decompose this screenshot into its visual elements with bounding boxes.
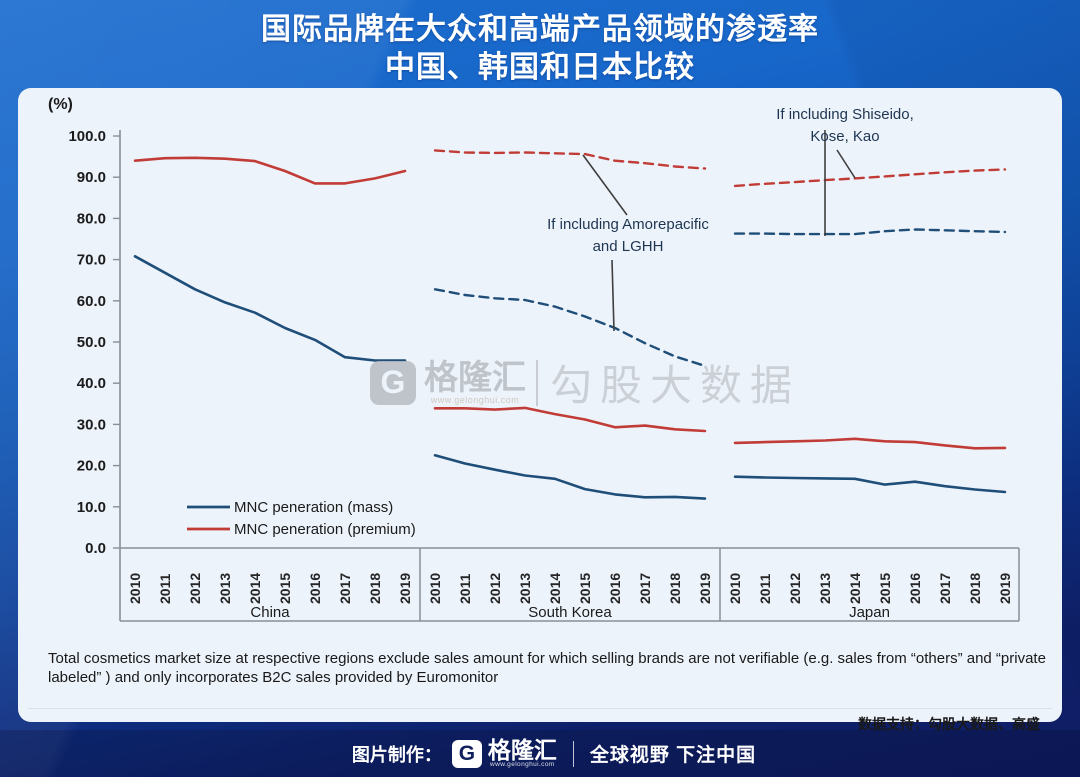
chart-footnote: Total cosmetics market size at respectiv… [48,650,1046,686]
footer-brand-name: 格隆汇 [487,736,557,763]
footer-made-by-label: 图片制作： [351,744,442,765]
year-label: 2018 [667,573,683,604]
year-label: 2013 [217,573,233,604]
year-label: 2014 [547,573,563,604]
japan-premium-line [733,437,1007,450]
region-label: South Korea [528,604,612,621]
penetration-line-chart: 0.0 10.0 20.0 30.0 40.0 50.0 60.0 70.0 80.0 90.0 1… [68,128,1020,622]
year-label: 2010 [727,573,743,604]
page-title-line2: 中国、韩国和日本比较 [385,51,695,84]
year-label: 2016 [307,573,323,604]
y-axis-unit-label: (%) [48,96,73,113]
year-label: 2013 [817,573,833,604]
annotation-amorepacific-line1: If including Amorepacific [547,216,709,233]
year-label: 2019 [397,573,413,604]
year-label: 2014 [847,573,863,604]
japan-premium-incl-local-line [733,168,1007,188]
footer-slogan: 全球视野 下注中国 [589,745,757,766]
korea-premium-line [433,406,707,433]
footer-brand-url: www.gelonghui.com [490,760,555,768]
china-mass-line [133,255,407,362]
year-label: 2016 [907,573,923,604]
korea-mass-line [433,453,707,500]
y-tick-label: 60.0 [77,293,106,310]
year-label: 2017 [637,573,653,604]
japan-mass-incl-local-line [733,228,1007,236]
y-tick-label: 100.0 [68,128,106,145]
year-label: 2017 [337,573,353,604]
annotation-callout-line [836,149,856,179]
year-label: 2012 [787,573,803,604]
annotation-shiseido: If including Shiseido, Kose, Kao [695,104,995,148]
footer-brand: 格隆汇 www.gelonghui.com [487,736,557,768]
year-label: 2016 [607,573,623,604]
annotation-shiseido-line2: Kose, Kao [810,128,880,145]
year-label: 2019 [697,573,713,604]
year-label: 2015 [577,573,593,604]
annotation-callout-line [582,154,628,216]
year-label: 2011 [157,573,173,604]
y-tick-label: 30.0 [77,416,106,433]
year-label: 2018 [367,573,383,604]
year-label: 2013 [517,573,533,604]
year-label: 2015 [877,573,893,604]
japan-mass-line [733,475,1007,494]
legend-label-mass: MNC peneration (mass) [234,499,393,516]
y-tick-label: 40.0 [77,375,106,392]
region-label: Japan [849,604,890,621]
card-divider [28,708,1052,709]
korea-premium-incl-local-line [433,149,707,170]
chart-card: (%) 0.0 10.0 20.0 30.0 40.0 50.0 60.0 70.0 80.0 9… [18,88,1062,732]
year-label: 2019 [997,573,1013,604]
year-label: 2014 [247,573,263,604]
year-label: 2018 [967,573,983,604]
year-label: 2010 [427,573,443,604]
y-tick-label: 20.0 [77,458,106,475]
year-label: 2011 [457,573,473,604]
region-label: China [250,604,290,621]
year-label: 2015 [277,573,293,604]
year-label: 2012 [187,573,203,604]
year-label: 2011 [757,573,773,604]
page-title: 国际品牌在大众和高端产品领域的渗透率 中国、韩国和日本比较 [0,11,1080,87]
y-tick-label: 10.0 [77,499,106,516]
footer-divider [572,740,574,767]
legend-label-premium: MNC peneration (premium) [234,521,416,538]
year-label: 2017 [937,573,953,604]
footer-bar: 图片制作： G 格隆汇 www.gelonghui.com 全球视野 下注中国 [0,730,1080,777]
annotation-shiseido-line1: If including Shiseido, [776,106,914,123]
annotation-amorepacific: If including Amorepacific and LGHH [478,214,778,258]
annotation-callout-line [611,259,615,332]
y-tick-label: 80.0 [77,210,106,227]
y-tick-label: 0.0 [85,540,106,557]
year-label: 2010 [127,573,143,604]
y-tick-label: 50.0 [77,334,106,351]
footer-content: 图片制作： G 格隆汇 www.gelonghui.com 全球视野 下注中国 [351,736,757,768]
y-tick-label: 70.0 [77,252,106,269]
data-credit: 数据支持：勾股大数据、高盛 [858,716,1040,732]
china-premium-line [133,156,407,185]
page-title-line1: 国际品牌在大众和高端产品领域的渗透率 [261,13,819,46]
year-label: 2012 [487,573,503,604]
y-tick-label: 90.0 [77,169,106,186]
korea-mass-incl-local-line [433,288,707,368]
annotation-amorepacific-line2: and LGHH [592,238,664,255]
gelonghui-logo-icon: G [451,739,482,768]
